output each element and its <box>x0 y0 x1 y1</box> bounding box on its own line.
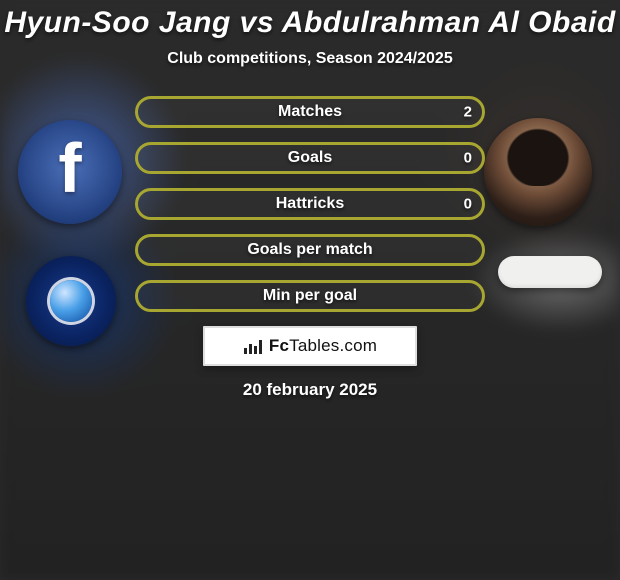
player1-name: Hyun-Soo Jang <box>4 6 231 39</box>
player2-name: Abdulrahman Al Obaid <box>282 6 616 39</box>
stat-row-min-per-goal: Min per goal <box>135 280 485 312</box>
stat-label: Matches <box>278 103 342 121</box>
stat-label: Goals <box>288 149 332 167</box>
subtitle: Club competitions, Season 2024/2025 <box>0 50 620 68</box>
stat-value: 0 <box>464 150 472 167</box>
page-title: Hyun-Soo Jang vs Abdulrahman Al Obaid <box>0 6 620 40</box>
stat-value: 0 <box>464 196 472 213</box>
stat-label: Hattricks <box>276 195 344 213</box>
brand-suffix: Tables.com <box>289 336 377 355</box>
stat-row-matches: Matches 2 <box>135 96 485 128</box>
stat-label: Goals per match <box>247 241 372 259</box>
stat-row-goals: Goals 0 <box>135 142 485 174</box>
brand-box: FcTables.com <box>203 326 417 366</box>
title-vs: vs <box>240 6 274 39</box>
stat-row-hattricks: Hattricks 0 <box>135 188 485 220</box>
date-line: 20 february 2025 <box>0 380 620 400</box>
stat-label: Min per goal <box>263 287 357 305</box>
brand-prefix: Fc <box>269 336 289 355</box>
stat-row-goals-per-match: Goals per match <box>135 234 485 266</box>
brand-text: FcTables.com <box>269 336 377 356</box>
infographic-container: Hyun-Soo Jang vs Abdulrahman Al Obaid Cl… <box>0 0 620 580</box>
stats-area: Matches 2 Goals 0 Hattricks 0 Goals per … <box>0 96 620 312</box>
bar-chart-icon <box>243 338 263 354</box>
stat-value: 2 <box>464 104 472 121</box>
